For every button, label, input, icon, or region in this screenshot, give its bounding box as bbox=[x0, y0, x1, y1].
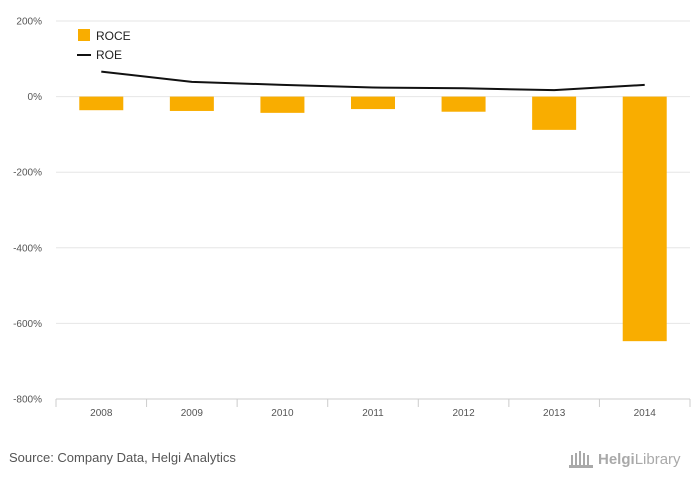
roce-bar bbox=[532, 96, 577, 130]
roce-bar bbox=[622, 96, 667, 342]
roe-line bbox=[101, 70, 645, 92]
x-tick-label: 2014 bbox=[634, 408, 657, 419]
x-tick-label: 2009 bbox=[181, 408, 204, 419]
roce-bar bbox=[169, 96, 214, 111]
x-axis: 2008 2009 2010 2011 2012 2013 2014 bbox=[55, 398, 691, 419]
y-tick-label: -600% bbox=[13, 319, 42, 330]
legend-roe-label: ROE bbox=[96, 48, 122, 62]
y-axis-ticks: 200% 0% -200% -400% -600% -800% bbox=[13, 17, 42, 406]
x-tick-label: 2013 bbox=[543, 408, 566, 419]
legend-roce-label: ROCE bbox=[96, 29, 131, 43]
x-tick-label: 2010 bbox=[271, 408, 294, 419]
logo-word-helgi: Helgi bbox=[598, 450, 635, 468]
source-note: Source: Company Data, Helgi Analytics bbox=[9, 450, 236, 465]
y-tick-label: 200% bbox=[16, 17, 42, 28]
y-tick-label: 0% bbox=[28, 92, 43, 103]
roce-bar bbox=[441, 96, 486, 112]
x-tick-label: 2011 bbox=[362, 408, 384, 419]
x-tick-label: 2008 bbox=[90, 408, 113, 419]
y-tick-label: -800% bbox=[13, 395, 42, 406]
legend-roce-swatch bbox=[78, 29, 90, 41]
roce-bars bbox=[79, 96, 667, 342]
logo-word-library: Library bbox=[634, 450, 681, 468]
y-tick-label: -400% bbox=[13, 243, 42, 254]
roe-line-group bbox=[101, 70, 645, 92]
library-building-icon bbox=[569, 451, 593, 468]
legend: ROCE ROE bbox=[77, 29, 131, 62]
roce-bar bbox=[79, 96, 124, 111]
x-tick-label: 2012 bbox=[452, 408, 475, 419]
logo-text: HelgiLibrary bbox=[598, 451, 681, 468]
roce-bar bbox=[351, 96, 395, 110]
helgi-library-logo: HelgiLibrary bbox=[568, 448, 681, 470]
roce-bar bbox=[260, 96, 305, 113]
y-tick-label: -200% bbox=[13, 168, 42, 179]
